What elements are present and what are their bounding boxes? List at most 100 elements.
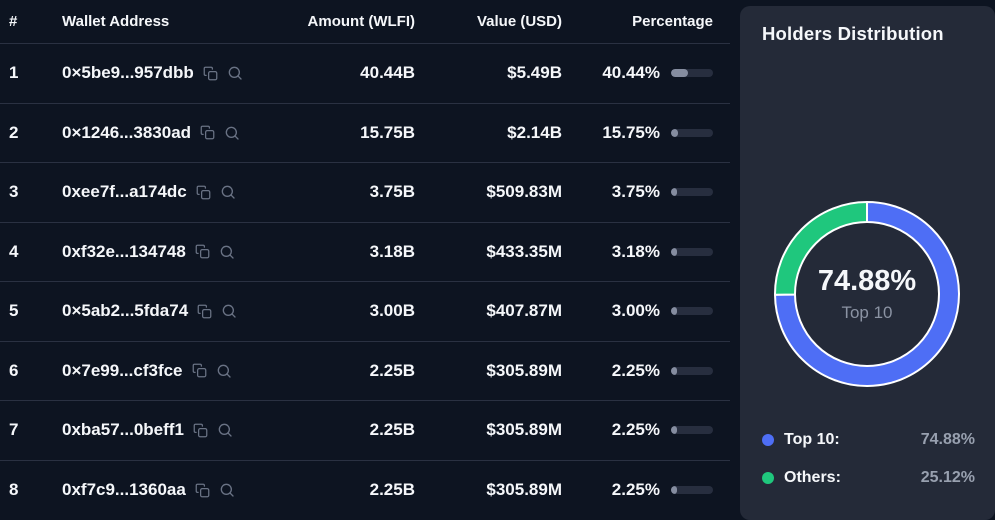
copy-address-button[interactable] [195,244,210,259]
rank-cell: 2 [8,123,62,143]
wallet-address: 0×5ab2...5fda74 [62,301,188,321]
wallet-address: 0×7e99...cf3fce [62,361,183,381]
percentage-cell: 3.75% [562,182,720,202]
copy-icon [196,185,211,200]
rank-cell: 6 [8,361,62,381]
copy-address-button[interactable] [192,363,207,378]
percentage-cell: 2.25% [562,361,720,381]
value-cell: $305.89M [415,420,562,440]
percentage-bar-fill [671,248,677,256]
table-row: 8 0xf7c9...1360aa 2.25B $305.89M 2.25% [0,461,730,520]
percentage-bar-fill [671,486,677,494]
table-row: 4 0xf32e...134748 3.18B $433.35M 3.18% [0,223,730,283]
percentage-bar-track [671,486,713,494]
table-body: 1 0×5be9...957dbb 40.44B $5.49B 40.44% 2 [0,44,730,520]
wallet-cell: 0×5be9...957dbb [62,63,255,83]
percentage-bar-fill [671,69,688,77]
legend-item: Others: 25.12% [762,459,975,497]
percentage-text: 3.75% [612,182,660,202]
percentage-cell: 40.44% [562,63,720,83]
percentage-cell: 2.25% [562,420,720,440]
percentage-cell: 15.75% [562,123,720,143]
copy-address-button[interactable] [197,304,212,319]
percentage-bar-fill [671,129,678,137]
copy-icon [192,363,207,378]
holders-donut-chart: 74.88% Top 10 [757,184,977,404]
legend-label: Others: [784,469,841,487]
copy-address-button[interactable] [200,125,215,140]
wallet-cell: 0×7e99...cf3fce [62,361,255,381]
search-icon [220,184,236,200]
holders-table: # Wallet Address Amount (WLFI) Value (US… [0,0,730,520]
wallet-address: 0xf7c9...1360aa [62,480,186,500]
header-wallet: Wallet Address [62,13,255,30]
inspect-address-button[interactable] [217,422,233,438]
search-icon [219,244,235,260]
value-cell: $433.35M [415,242,562,262]
rank-cell: 7 [8,420,62,440]
search-icon [216,363,232,379]
percentage-bar-track [671,307,713,315]
percentage-text: 2.25% [612,420,660,440]
wallet-cell: 0×5ab2...5fda74 [62,301,255,321]
chart-legend: Top 10: 74.88% Others: 25.12% [762,421,975,497]
search-icon [224,125,240,141]
percentage-bar-track [671,188,713,196]
amount-cell: 2.25B [255,420,415,440]
copy-address-button[interactable] [193,423,208,438]
value-cell: $407.87M [415,301,562,321]
inspect-address-button[interactable] [216,363,232,379]
inspect-address-button[interactable] [227,65,243,81]
header-amount: Amount (WLFI) [255,13,415,30]
amount-cell: 3.18B [255,242,415,262]
percentage-text: 2.25% [612,480,660,500]
table-row: 3 0xee7f...a174dc 3.75B $509.83M 3.75% [0,163,730,223]
amount-cell: 3.00B [255,301,415,321]
amount-cell: 3.75B [255,182,415,202]
donut-segment-others[interactable] [775,202,867,295]
inspect-address-button[interactable] [221,303,237,319]
search-icon [227,65,243,81]
percentage-cell: 3.18% [562,242,720,262]
percentage-bar-track [671,367,713,375]
value-cell: $305.89M [415,480,562,500]
wallet-cell: 0xf32e...134748 [62,242,255,262]
wallet-cell: 0xba57...0beff1 [62,420,255,440]
percentage-bar-fill [671,426,677,434]
copy-address-button[interactable] [196,185,211,200]
copy-icon [200,125,215,140]
rank-cell: 8 [8,480,62,500]
legend-value: 74.88% [921,431,975,449]
wallet-address: 0×5be9...957dbb [62,63,194,83]
header-rank: # [8,13,62,30]
copy-address-button[interactable] [195,483,210,498]
inspect-address-button[interactable] [219,244,235,260]
donut-svg [757,184,977,404]
search-icon [219,482,235,498]
legend-label: Top 10: [784,431,840,449]
table-row: 2 0×1246...3830ad 15.75B $2.14B 15.75% [0,104,730,164]
percentage-cell: 3.00% [562,301,720,321]
legend-color-dot [762,472,774,484]
table-row: 1 0×5be9...957dbb 40.44B $5.49B 40.44% [0,44,730,104]
wallet-cell: 0xee7f...a174dc [62,182,255,202]
percentage-text: 2.25% [612,361,660,381]
percentage-bar-fill [671,367,677,375]
inspect-address-button[interactable] [224,125,240,141]
inspect-address-button[interactable] [220,184,236,200]
percentage-bar-fill [671,188,677,196]
percentage-bar-track [671,248,713,256]
header-percentage: Percentage [562,13,720,30]
search-icon [217,422,233,438]
header-value: Value (USD) [415,13,562,30]
inspect-address-button[interactable] [219,482,235,498]
value-cell: $509.83M [415,182,562,202]
amount-cell: 2.25B [255,480,415,500]
legend-color-dot [762,434,774,446]
percentage-text: 3.00% [612,301,660,321]
search-icon [221,303,237,319]
copy-address-button[interactable] [203,66,218,81]
table-header: # Wallet Address Amount (WLFI) Value (US… [0,0,730,44]
rank-cell: 4 [8,242,62,262]
